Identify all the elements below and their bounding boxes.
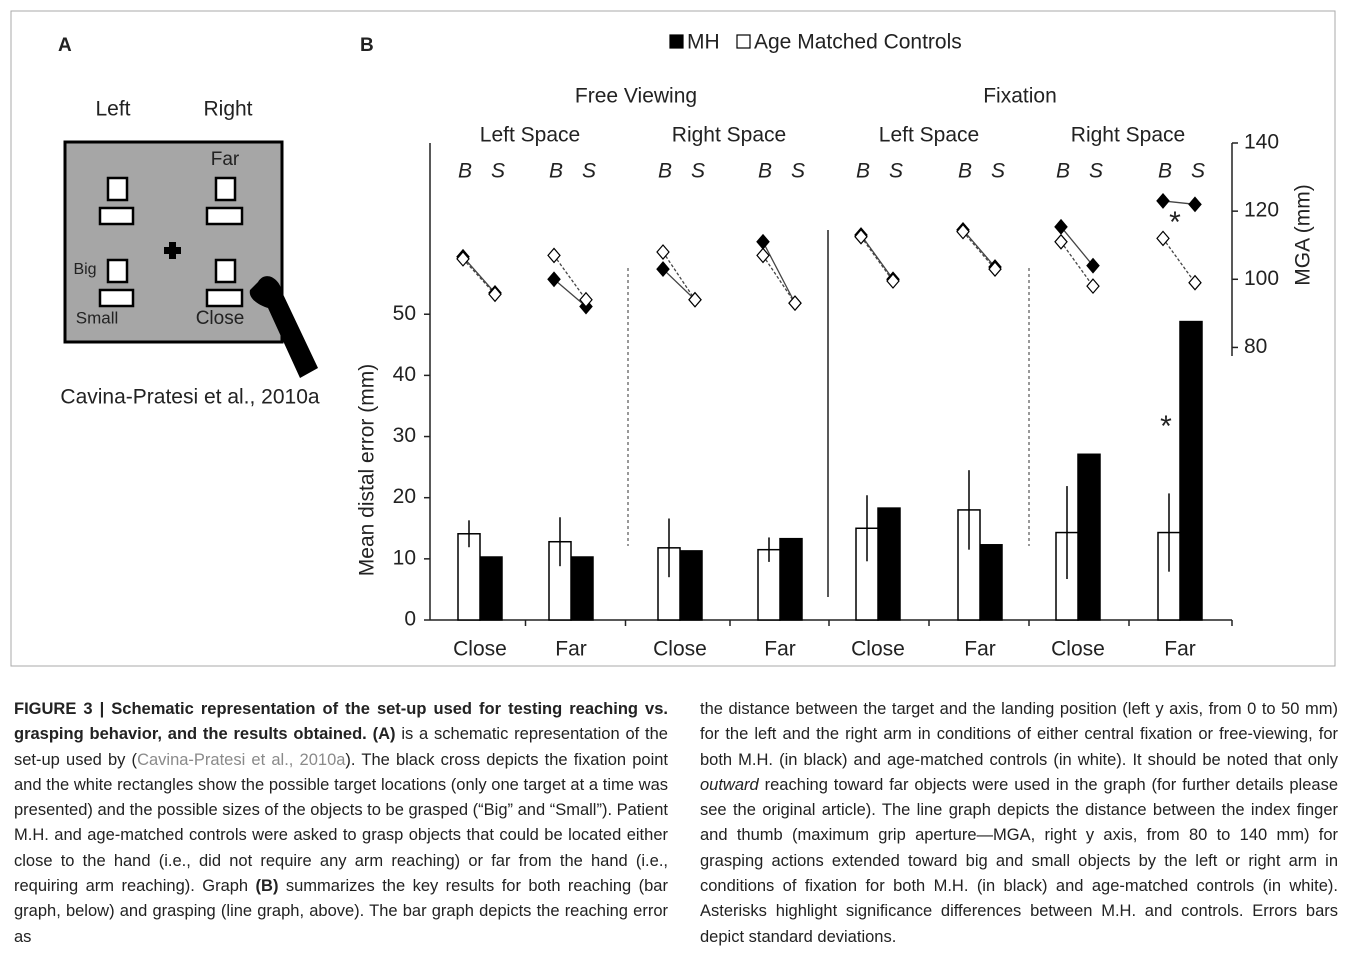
size-label: Small: [76, 308, 119, 327]
distance-label: Far: [211, 149, 240, 170]
size-label: S: [582, 160, 596, 183]
space-label: Left Space: [879, 124, 979, 147]
mga-point: [548, 272, 560, 286]
condition-label: Fixation: [983, 85, 1057, 108]
size-label: S: [1089, 160, 1103, 183]
y-tick-label: 20: [393, 485, 416, 508]
mga-line: [963, 232, 995, 269]
significance-marker: *: [1169, 206, 1181, 239]
x-tick-label: Far: [555, 638, 587, 661]
y-tick-label: 50: [393, 302, 416, 325]
legend-swatch: [670, 35, 683, 48]
size-label: B: [549, 160, 563, 183]
caption-emphasis: outward: [700, 776, 759, 794]
bar: [680, 551, 702, 620]
size-label: S: [691, 160, 705, 183]
bar: [878, 508, 900, 620]
caption-link[interactable]: Cavina-Pratesi et al., 2010a: [137, 751, 345, 769]
mga-line: [763, 242, 795, 303]
size-label: S: [791, 160, 805, 183]
mga-point: [657, 245, 669, 259]
mga-line: [861, 237, 893, 281]
size-label: S: [991, 160, 1005, 183]
citation: Cavina-Pratesi et al., 2010a: [60, 386, 319, 409]
mga-line: [861, 235, 893, 279]
caption-left: FIGURE 3 | Schematic representation of t…: [14, 697, 668, 950]
y2-tick-label: 120: [1244, 199, 1279, 222]
space-label: Right Space: [672, 124, 786, 147]
y-tick-label: 40: [393, 363, 416, 386]
column-label: Right: [203, 98, 252, 121]
x-tick-label: Close: [453, 638, 507, 661]
mga-point: [1189, 197, 1201, 211]
mga-line: [463, 259, 495, 294]
mga-point: [1157, 194, 1169, 208]
caption-text: ). The black cross depicts the fixation …: [14, 751, 668, 895]
x-tick-label: Far: [1164, 638, 1196, 661]
y2-tick-label: 140: [1244, 131, 1279, 154]
bar: [780, 539, 802, 620]
size-label: S: [1191, 160, 1205, 183]
caption-right: the distance between the target and the …: [700, 697, 1338, 950]
y2-axis-label: MGA (mm): [1292, 184, 1315, 285]
caption-text: the distance between the target and the …: [700, 700, 1338, 769]
y2-tick-label: 80: [1244, 335, 1267, 358]
distance-label: Close: [196, 308, 245, 329]
size-label: S: [889, 160, 903, 183]
size-label: B: [658, 160, 672, 183]
bar: [480, 557, 502, 620]
legend-swatch: [737, 35, 750, 48]
y2-tick-label: 100: [1244, 267, 1279, 290]
column-label: Left: [95, 98, 130, 121]
mga-line: [663, 269, 695, 300]
y-tick-label: 30: [393, 424, 416, 447]
significance-marker: *: [1160, 410, 1172, 443]
bar: [1078, 454, 1100, 620]
mga-line: [1163, 238, 1195, 282]
page: A Left Right Far Close Big Small Cavina-…: [0, 0, 1346, 978]
caption-ref: (A): [373, 725, 396, 743]
size-label: Big: [73, 261, 96, 278]
x-tick-label: Close: [1051, 638, 1105, 661]
size-label: S: [491, 160, 505, 183]
mga-point: [757, 235, 769, 249]
panel-label: B: [360, 35, 374, 56]
mga-line: [1061, 227, 1093, 266]
bar: [1180, 322, 1202, 620]
mga-line: [963, 230, 995, 267]
mga-point: [1189, 276, 1201, 290]
x-tick-label: Close: [851, 638, 905, 661]
condition-label: Free Viewing: [575, 85, 697, 108]
caption-text: reaching toward far objects were used in…: [700, 776, 1338, 946]
mga-point: [789, 296, 801, 310]
space-label: Left Space: [480, 124, 580, 147]
legend-label: Age Matched Controls: [754, 31, 962, 54]
mga-line: [663, 252, 695, 300]
legend-label: MH: [687, 31, 720, 54]
size-label: B: [1158, 160, 1172, 183]
y-tick-label: 0: [404, 608, 416, 631]
size-label: B: [758, 160, 772, 183]
figure: A Left Right Far Close Big Small Cavina-…: [0, 0, 1346, 680]
y-axis-label: Mean distal error (mm): [356, 364, 379, 576]
y-tick-label: 10: [393, 546, 416, 569]
x-tick-label: Far: [764, 638, 796, 661]
caption-ref: (B): [256, 877, 279, 895]
space-label: Right Space: [1071, 124, 1185, 147]
size-label: B: [856, 160, 870, 183]
size-label: B: [458, 160, 472, 183]
bar: [980, 545, 1002, 620]
x-tick-label: Far: [964, 638, 996, 661]
panel-label: A: [58, 35, 72, 56]
mga-point: [887, 274, 899, 288]
bar: [571, 557, 593, 620]
size-label: B: [1056, 160, 1070, 183]
mga-point: [1087, 279, 1099, 293]
size-label: B: [958, 160, 972, 183]
mga-line: [463, 257, 495, 293]
x-tick-label: Close: [653, 638, 707, 661]
mga-line: [763, 255, 795, 303]
